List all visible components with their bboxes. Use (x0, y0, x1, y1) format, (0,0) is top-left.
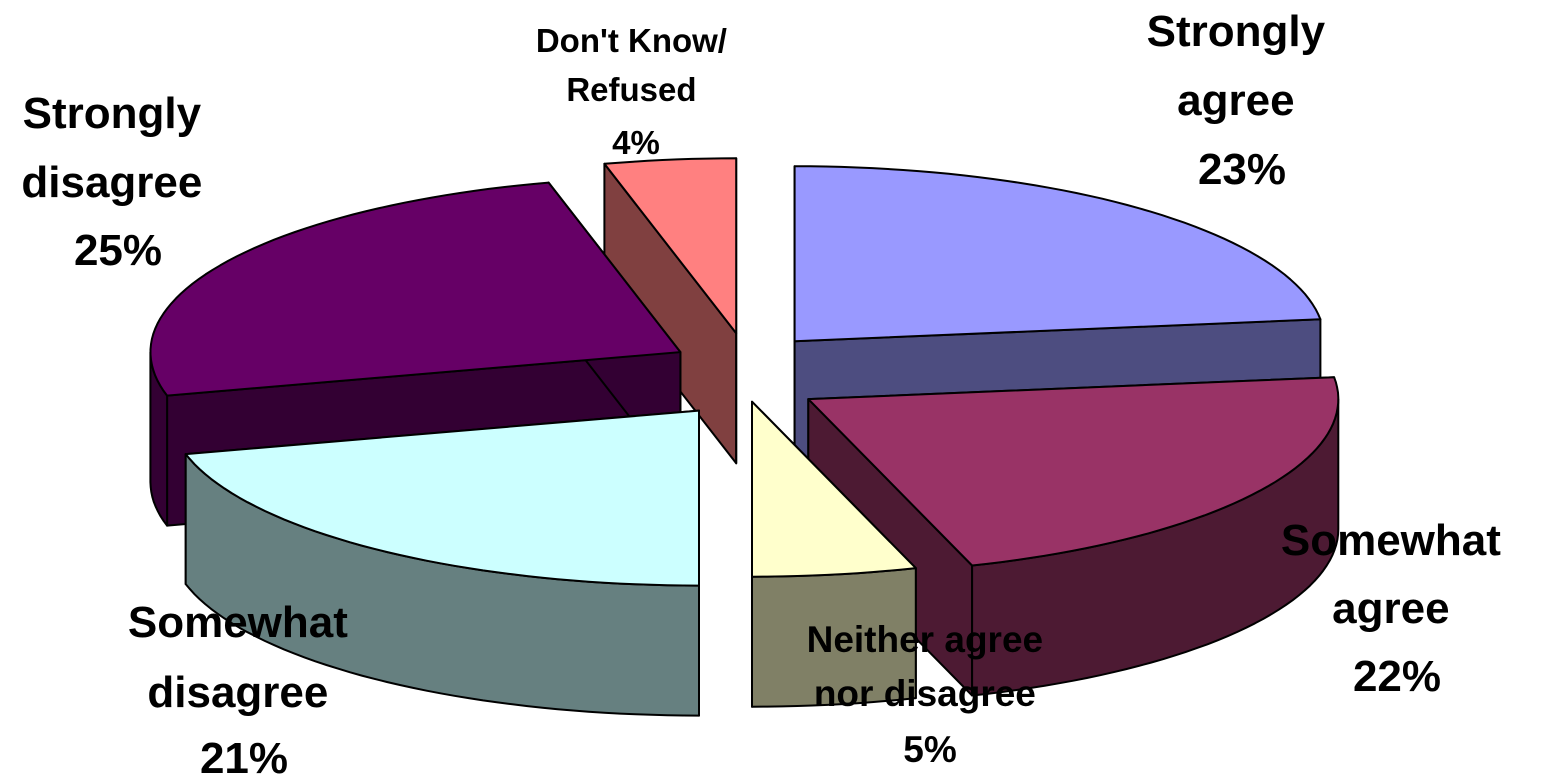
label-strongly-agree: Strongly agree 23% (1147, 7, 1338, 194)
label-dont-know-line-3: 4% (612, 124, 660, 161)
label-neither: Neither agree nor disagree 5% (807, 619, 1054, 770)
label-dont-know: Don't Know/ Refused 4% (536, 22, 736, 161)
slice-somewhat-agree-top (807, 376, 1340, 567)
label-somewhat-agree: Somewhat agree 22% (1281, 516, 1513, 701)
label-somewhat-agree-line-2: agree (1332, 584, 1449, 633)
label-somewhat-disagree-line-2: disagree (147, 668, 328, 717)
label-somewhat-disagree-line-3: 21% (200, 734, 288, 779)
slice-somewhat-disagree-top (184, 409, 700, 587)
label-strongly-agree-line-1: Strongly (1147, 7, 1326, 56)
label-somewhat-disagree-line-1: Somewhat (128, 598, 348, 647)
slice-dont-know-top (603, 157, 738, 335)
slice-somewhat-disagree (184, 409, 700, 717)
label-neither-line-1: Neither agree (807, 619, 1044, 660)
slice-strongly-disagree-top (149, 181, 682, 397)
label-strongly-disagree-line-3: 25% (74, 226, 162, 275)
label-neither-line-2: nor disagree (814, 673, 1036, 714)
label-dont-know-line-2: Refused (566, 71, 696, 108)
label-strongly-disagree-line-1: Strongly (23, 89, 202, 138)
slice-neither-top (751, 400, 917, 578)
label-strongly-disagree-line-2: disagree (21, 158, 202, 207)
label-dont-know-line-1: Don't Know/ (536, 22, 727, 59)
slice-somewhat-agree (807, 376, 1340, 697)
pie-slices (149, 157, 1340, 717)
label-somewhat-agree-line-3: 22% (1353, 652, 1441, 701)
slice-strongly-agree-top (793, 165, 1322, 343)
slice-neither (751, 400, 917, 708)
label-somewhat-disagree: Somewhat disagree 21% (128, 598, 360, 779)
slice-dont-know (603, 157, 738, 465)
label-strongly-disagree: Strongly disagree 25% (21, 89, 214, 275)
label-strongly-agree-line-2: agree (1177, 76, 1294, 125)
label-strongly-agree-line-3: 23% (1198, 145, 1286, 194)
label-somewhat-agree-line-1: Somewhat (1281, 516, 1501, 565)
label-neither-line-3: 5% (903, 729, 956, 770)
